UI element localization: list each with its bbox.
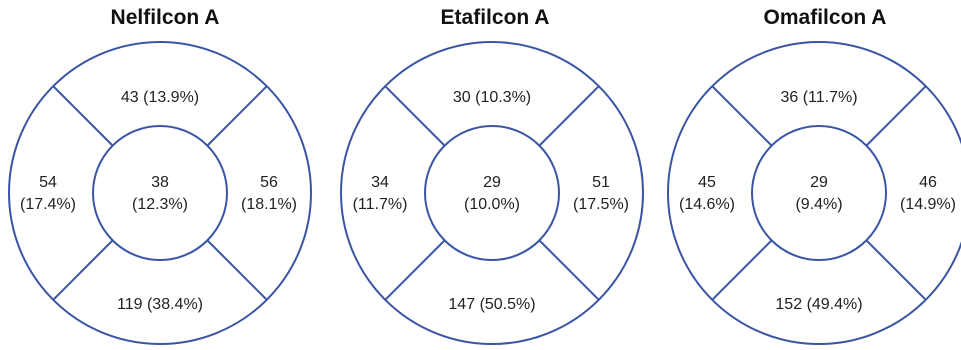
inner-circle bbox=[751, 125, 887, 261]
zone-right-label: 46 (14.9%) bbox=[899, 174, 957, 213]
panel-title: Etafilcon A bbox=[440, 6, 550, 29]
inner-circle bbox=[92, 125, 228, 261]
zone-divider-line bbox=[384, 239, 446, 301]
zone-divider-line bbox=[538, 85, 600, 147]
zone-divider-line bbox=[206, 85, 268, 147]
zone-diagram-nelfilcon: Nelfilcon A 43 (13.9%) 54 (17.4%) 38 (12.3… bbox=[0, 0, 330, 350]
zone-bottom-label: 119 (38.4%) bbox=[117, 296, 203, 313]
outer-ring bbox=[340, 41, 644, 345]
inner-circle bbox=[424, 125, 560, 261]
zone-left-label: 34 (11.7%) bbox=[352, 174, 408, 213]
zone-top-label: 36 (11.7%) bbox=[780, 89, 858, 106]
zone-divider-line bbox=[711, 85, 773, 147]
panel-title: Nelfilcon A bbox=[110, 6, 220, 29]
zone-diagram-omafilcon: Omafilcon A 36 (11.7%) 45 (14.6%) 29 (9.4%… bbox=[660, 0, 961, 350]
zone-center-label: 29 (10.0%) bbox=[463, 174, 521, 213]
zone-center-label: 29 (9.4%) bbox=[795, 174, 843, 213]
zone-divider-line bbox=[711, 239, 773, 301]
zone-top-label: 30 (10.3%) bbox=[452, 89, 532, 106]
zone-bottom-label: 147 (50.5%) bbox=[448, 296, 536, 313]
zone-divider-line bbox=[865, 239, 927, 301]
zone-bottom-label: 152 (49.4%) bbox=[775, 296, 863, 313]
zone-divider-line bbox=[538, 239, 600, 301]
panel-title: Omafilcon A bbox=[763, 6, 887, 29]
zone-divider-line bbox=[52, 85, 114, 147]
zone-diagram-graphic bbox=[667, 41, 961, 345]
zone-right-label: 51 (17.5%) bbox=[572, 174, 630, 213]
zone-diagram-etafilcon: Etafilcon A 30 (10.3%) 34 (11.7%) 29 (10.0… bbox=[330, 0, 660, 350]
zone-left-label: 54 (17.4%) bbox=[19, 174, 77, 213]
outer-ring bbox=[667, 41, 961, 345]
zone-top-label: 43 (13.9%) bbox=[120, 89, 200, 106]
outer-ring bbox=[8, 41, 312, 345]
zone-diagram-graphic bbox=[340, 41, 644, 345]
zone-diagram-graphic bbox=[8, 41, 312, 345]
zone-divider-line bbox=[52, 239, 114, 301]
zone-center-label: 38 (12.3%) bbox=[131, 174, 189, 213]
zone-left-label: 45 (14.6%) bbox=[678, 174, 736, 213]
zone-divider-line bbox=[384, 85, 446, 147]
zone-divider-line bbox=[206, 239, 268, 301]
zone-divider-line bbox=[865, 85, 927, 147]
zone-right-label: 56 (18.1%) bbox=[240, 174, 298, 213]
